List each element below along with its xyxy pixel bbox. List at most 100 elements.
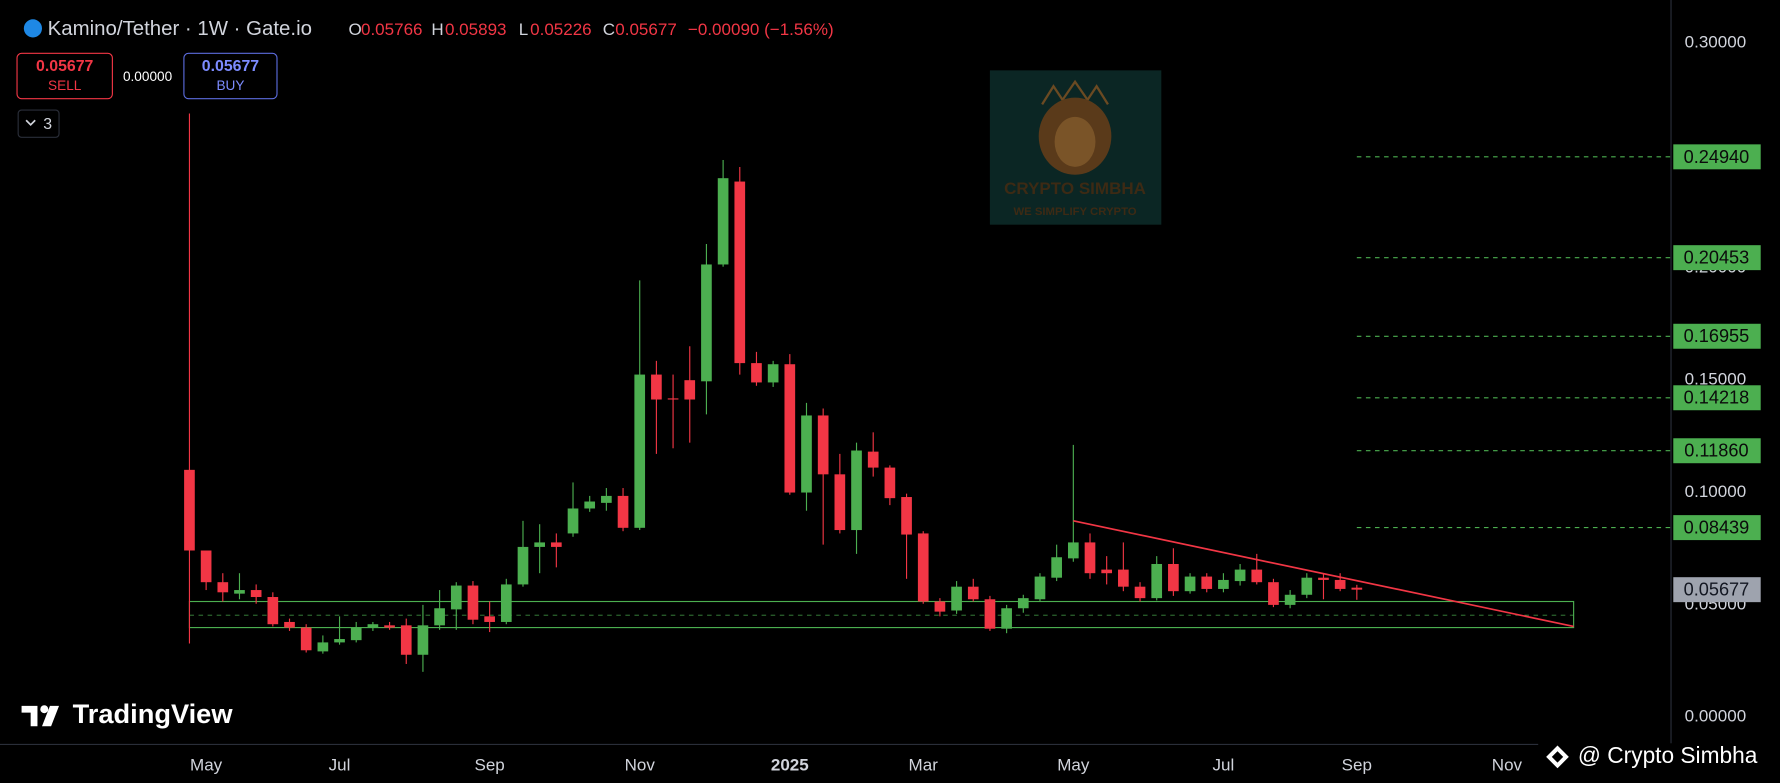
sell-label[interactable]: SELL (48, 78, 82, 93)
candle-body (1034, 576, 1046, 600)
candle-body (934, 601, 946, 612)
watermark-subtitle: WE SIMPLIFY CRYPTO (1013, 206, 1136, 218)
candle-body (984, 599, 996, 629)
x-tick-label: Sep (474, 755, 504, 774)
watermark-crown (1041, 79, 1109, 106)
candle-body (734, 181, 746, 364)
x-tick-label: Jul (1213, 755, 1235, 774)
level-label: 0.14218 (1684, 388, 1750, 408)
candle-body (1301, 577, 1313, 595)
candle-body (234, 590, 245, 594)
chevron-icon[interactable] (25, 119, 36, 127)
candle-body (300, 627, 312, 651)
symbol-title: Kamino/Tether · 1W · Gate.io (48, 18, 312, 40)
logo-mark (21, 705, 38, 727)
y-tick-label: 0.10000 (1685, 482, 1747, 501)
candle-body (617, 495, 629, 528)
current-price-label: 0.05677 (1684, 580, 1750, 600)
x-tick-label: 2025 (771, 755, 809, 774)
candle-body (267, 597, 279, 625)
ohlc-label: C (603, 20, 615, 39)
spread: 0.00000 (123, 69, 173, 84)
candle-body (701, 264, 712, 382)
y-tick-label: 0.00000 (1685, 707, 1747, 726)
candle-body (1101, 569, 1113, 574)
candle-body (450, 585, 462, 610)
buy-button[interactable]: 0.05677 BUY (183, 52, 278, 100)
sell-price[interactable]: 0.05677 (36, 58, 94, 75)
candle-body (651, 374, 662, 400)
candle-body (634, 374, 646, 528)
candle-body (917, 533, 929, 602)
x-tick-label: Nov (1492, 755, 1523, 774)
candle-body (317, 642, 329, 652)
candle-body (1134, 586, 1146, 599)
candle-body (834, 474, 846, 531)
trendline (1073, 520, 1574, 628)
level-label-box (1673, 385, 1761, 411)
candle-body (551, 542, 562, 547)
level-label-box (1673, 144, 1761, 170)
candle-body (684, 380, 696, 400)
candle-body (1118, 569, 1129, 587)
sell-box[interactable] (16, 52, 113, 100)
candle-body (1268, 582, 1279, 605)
candle-body (801, 415, 812, 493)
candle-body (1251, 569, 1263, 583)
symbol-icon (23, 19, 43, 38)
indicators-count[interactable]: 3 (43, 116, 52, 133)
sell-button[interactable]: 0.05677 SELL (16, 52, 113, 100)
indicators-toggle[interactable]: 3 (17, 109, 60, 138)
x-tick-label: May (1057, 755, 1090, 774)
candle-body (400, 625, 412, 655)
level-label-box (1673, 515, 1761, 541)
level-label: 0.11860 (1684, 441, 1748, 461)
candle-body (851, 450, 862, 531)
level-label: 0.08439 (1684, 518, 1750, 538)
logo-mark (40, 705, 49, 714)
candle-body (584, 501, 596, 509)
credit-backdrop (1538, 743, 1780, 783)
watermark: CRYPTO SIMBHA WE SIMPLIFY CRYPTO (989, 70, 1162, 225)
candle-body (901, 497, 912, 535)
candle-body (350, 627, 362, 641)
ohlc-label: O (349, 20, 362, 39)
candle-body (367, 624, 379, 628)
level-label: 0.24940 (1684, 147, 1750, 167)
x-tick-label: May (190, 755, 223, 774)
credit-text: @ Crypto Simbha (1578, 742, 1758, 768)
buy-label[interactable]: BUY (216, 78, 244, 93)
candle-body (751, 363, 762, 383)
candle-body (484, 616, 495, 622)
candle-body (1067, 542, 1079, 559)
current-price-box (1673, 577, 1761, 603)
ohlc-label: L (519, 20, 528, 39)
level-label: 0.16955 (1684, 326, 1750, 346)
ohlc-value: 0.05677 (615, 20, 677, 39)
candle-body (534, 542, 545, 547)
candle-body (817, 415, 829, 475)
buy-box[interactable] (183, 52, 278, 100)
level-label: 0.20453 (1684, 248, 1750, 268)
credit-icon (1546, 745, 1569, 769)
ohlc-value: 0.05893 (445, 20, 507, 39)
indicators-box[interactable] (17, 109, 60, 138)
candle-body (1234, 569, 1246, 582)
candle-body (500, 584, 512, 622)
ohlc-value: 0.05226 (530, 20, 592, 39)
candle-body (250, 590, 262, 598)
candle-body (884, 467, 896, 499)
candle-body (1051, 557, 1062, 578)
level-label-box (1673, 323, 1761, 349)
candle-body (217, 582, 229, 593)
candle-body (951, 586, 962, 611)
buy-price[interactable]: 0.05677 (202, 58, 260, 75)
x-tick-label: Sep (1342, 755, 1372, 774)
candle-body (1168, 563, 1179, 592)
candle-body (467, 585, 479, 620)
candle-body (667, 398, 679, 400)
candle-body (417, 625, 429, 655)
candle-body (1184, 576, 1196, 592)
